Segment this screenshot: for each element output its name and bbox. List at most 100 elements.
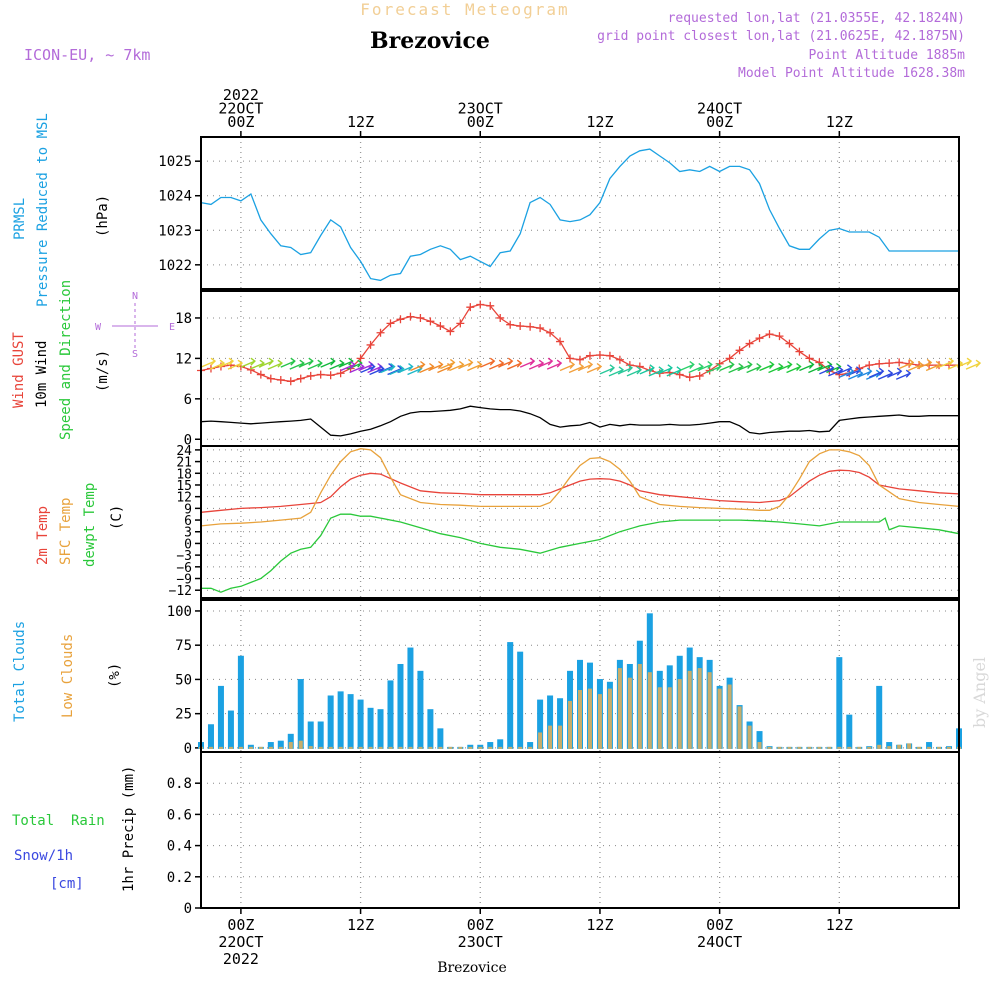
bottom-time-label: 12Z (826, 916, 853, 934)
total-clouds-bar (297, 679, 304, 749)
low-clouds-bar (737, 706, 742, 749)
bottom-time-label: 00Z (706, 916, 733, 934)
bottom-time-label: 12Z (347, 916, 374, 934)
low-clouds-bar (258, 746, 263, 749)
model-label: ICON-EU, ~ 7km (24, 46, 150, 64)
low-clouds-bar (797, 746, 802, 749)
wind-gust-point (685, 373, 694, 382)
low-clouds-bar (847, 746, 852, 749)
wind-gust-point (605, 351, 614, 360)
location-title: Brezovice (370, 28, 490, 54)
panel-1: 0 6 12 18 (175, 290, 982, 448)
y-tick-label: 1022 (158, 258, 192, 274)
low-clouds-bar (308, 746, 313, 749)
model-altitude: Model Point Altitude 1628.38m (738, 66, 965, 81)
total-clouds-bar (317, 721, 324, 749)
y-tick-label: 0.6 (167, 807, 192, 823)
panel-3: 0 25 50 75 100 (167, 599, 962, 757)
wind-gust-point (516, 322, 525, 331)
wind-gust-point (336, 369, 345, 378)
y-tick-label: 3 (184, 526, 192, 541)
y-tick-label: 0.4 (167, 839, 192, 855)
top-time-label: 2022 (223, 86, 259, 104)
total-clouds-bar (517, 651, 524, 749)
total-clouds-bar (247, 744, 254, 749)
total-clouds-bar (427, 709, 434, 749)
dewpt-temp-line (201, 513, 960, 593)
y-tick-label: 0.2 (167, 870, 192, 886)
total-clouds-bar (467, 744, 474, 749)
wind-gust-point (695, 371, 704, 380)
total-clouds-bar (926, 742, 933, 749)
low-clouds-bar (817, 746, 822, 749)
wind-gust-point (895, 358, 904, 367)
wind-gust-title: Wind GUST (11, 332, 27, 408)
wind-gust-point (246, 365, 255, 374)
panel-frame (200, 136, 960, 290)
low-clouds-bar (587, 688, 592, 749)
low-clouds-bar (218, 746, 223, 749)
top-time-label: 00Z (467, 113, 494, 131)
low-clouds-bar (877, 744, 882, 749)
top-time-label: 12Z (347, 113, 374, 131)
total-clouds-bar (756, 731, 763, 749)
wind-gust-point (536, 324, 545, 333)
y-tick-label: 21 (176, 456, 192, 471)
total-clouds-bar (397, 663, 404, 749)
low-clouds-bar (747, 725, 752, 749)
y-tick-label: −3 (176, 549, 192, 564)
low-clouds-bar (418, 746, 423, 749)
wind-barb (240, 357, 283, 370)
wind-gust-point (266, 374, 275, 383)
wind-gust-point (526, 322, 535, 331)
low-clouds-bar (727, 684, 732, 749)
wind-gust-point (386, 319, 395, 328)
temp-ylabel: (C) (109, 505, 125, 530)
prmsl-line (200, 148, 959, 282)
low-clouds-bar (278, 746, 283, 749)
total-clouds-bar (237, 655, 244, 749)
wind-barb (639, 364, 682, 377)
prmsl-title-line2: Pressure Reduced to MSL (35, 113, 51, 307)
y-tick-label: 1025 (158, 154, 192, 170)
low-clouds-bar (578, 690, 582, 749)
y-tick-label: 0 (184, 901, 192, 917)
total-clouds-bar (307, 721, 314, 749)
low-clouds-bar (677, 679, 682, 749)
low-clouds-bar (228, 746, 233, 749)
low-clouds-bar (597, 694, 602, 749)
y-tick-label: 9 (184, 502, 192, 517)
low-clouds-bar (388, 746, 393, 749)
panel-frame (200, 751, 960, 909)
low-clouds-bar (837, 746, 842, 749)
low-clouds-bar (328, 746, 333, 749)
wind-gust-point (625, 361, 634, 370)
y-tick-label: 18 (176, 467, 192, 482)
bottom-time-label: 12Z (586, 916, 613, 934)
total-clouds-bar (217, 685, 224, 749)
y-tick-label: 50 (175, 672, 192, 688)
panel-4: 0 0.2 0.4 0.6 0.8 (167, 751, 960, 917)
top-time-label: 12Z (826, 113, 853, 131)
low-clouds-bar (378, 746, 383, 749)
low-clouds-bar (687, 670, 692, 749)
bottom-time-label: 24OCT (697, 933, 742, 951)
total-clouds-bar (267, 742, 274, 749)
total-clouds-bar (227, 710, 234, 749)
y-tick-label: 12 (175, 351, 192, 367)
sfc-temp-line (200, 448, 960, 527)
total-clouds-bar (407, 647, 414, 749)
bottom-time-label: 2022 (223, 950, 259, 968)
wind-gust-point (885, 359, 894, 368)
y-tick-label: 18 (175, 311, 192, 327)
low-clouds-bar (528, 746, 533, 749)
y-tick-label: 0.8 (167, 776, 192, 792)
low-clouds-bar (907, 743, 912, 749)
total-clouds-bar (487, 742, 494, 749)
low-clouds-bar (867, 746, 872, 749)
y-tick-label: 100 (167, 604, 192, 620)
wind-gust-point (805, 354, 814, 363)
wind-gust-point (286, 377, 295, 386)
wind-gust-point (406, 312, 415, 321)
